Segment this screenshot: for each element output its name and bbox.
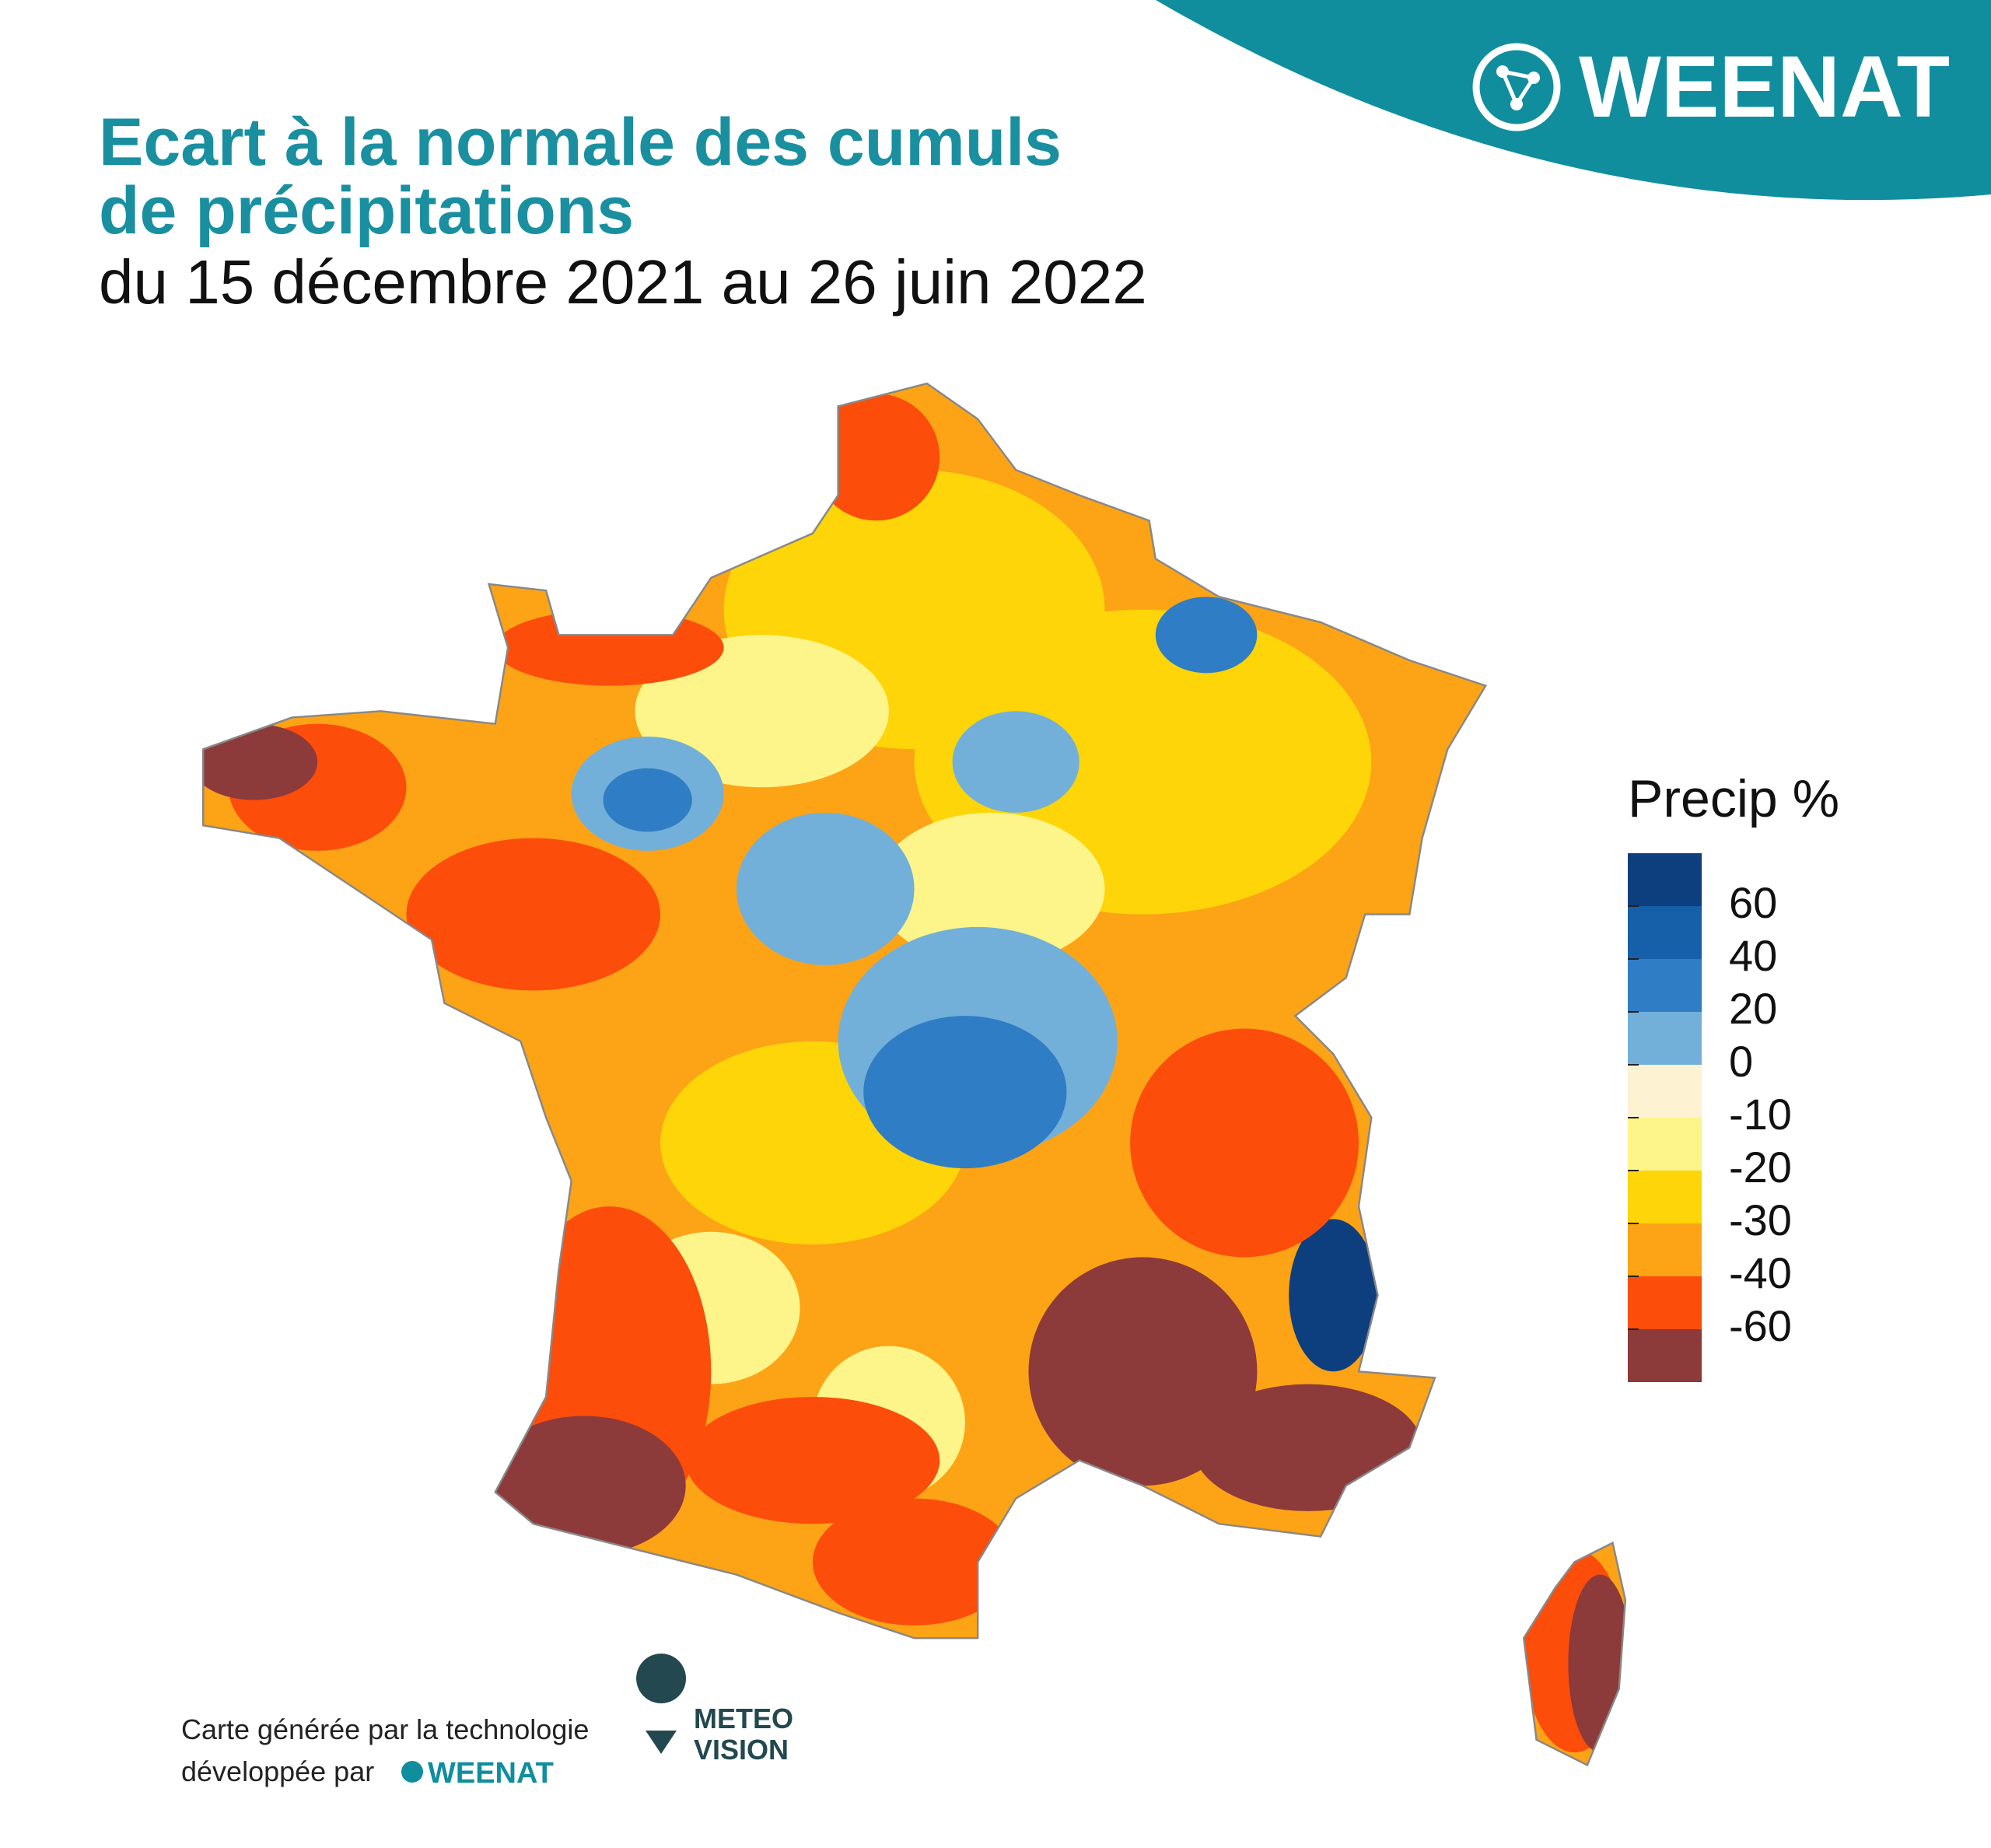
legend-swatch bbox=[1628, 1012, 1702, 1065]
legend-tick-label: -20 bbox=[1729, 1143, 1792, 1192]
legend-swatch bbox=[1628, 1276, 1702, 1329]
map bbox=[203, 383, 1625, 1766]
legend-title: Precip % bbox=[1628, 769, 1839, 828]
partner-name: VISION bbox=[694, 1734, 789, 1766]
legend-swatch bbox=[1628, 853, 1702, 906]
legend-tick-label: 0 bbox=[1729, 1037, 1753, 1086]
legend-swatch bbox=[1628, 1118, 1702, 1171]
footer-brand: WEENAT bbox=[428, 1757, 554, 1790]
subtitle: du 15 décembre 2021 au 26 juin 2022 bbox=[99, 247, 1147, 317]
legend-swatch bbox=[1628, 906, 1702, 959]
logo-icon bbox=[1472, 43, 1561, 131]
legend-swatch bbox=[1628, 959, 1702, 1012]
legend-tick-label: 20 bbox=[1729, 984, 1777, 1033]
legend-tick-label: -60 bbox=[1729, 1301, 1792, 1350]
banner bbox=[1156, 0, 1991, 201]
partner-logo bbox=[636, 1654, 687, 1754]
footer-logo-icon bbox=[401, 1761, 423, 1783]
legend-tick-label: -40 bbox=[1729, 1248, 1792, 1297]
legend-tick-label: 40 bbox=[1729, 931, 1777, 980]
legend-tick-label: 60 bbox=[1729, 878, 1777, 927]
footer-text: Carte générée par la technologie bbox=[181, 1713, 589, 1745]
legend-tick-label: -30 bbox=[1729, 1195, 1792, 1244]
footer-text: développée par bbox=[181, 1755, 374, 1787]
map-outline bbox=[202, 382, 1627, 1767]
title-line: Ecart à la normale des cumuls bbox=[99, 105, 1062, 180]
partner-name: METEO bbox=[694, 1703, 793, 1734]
legend-swatch bbox=[1628, 1223, 1702, 1276]
legend-swatch bbox=[1628, 1171, 1702, 1223]
legend-tick-label: -10 bbox=[1729, 1090, 1792, 1139]
brand: WEENAT bbox=[1579, 38, 1950, 135]
legend-swatch bbox=[1628, 1329, 1702, 1382]
title-line: de précipitations bbox=[99, 173, 634, 248]
legend-swatch bbox=[1628, 1065, 1702, 1118]
